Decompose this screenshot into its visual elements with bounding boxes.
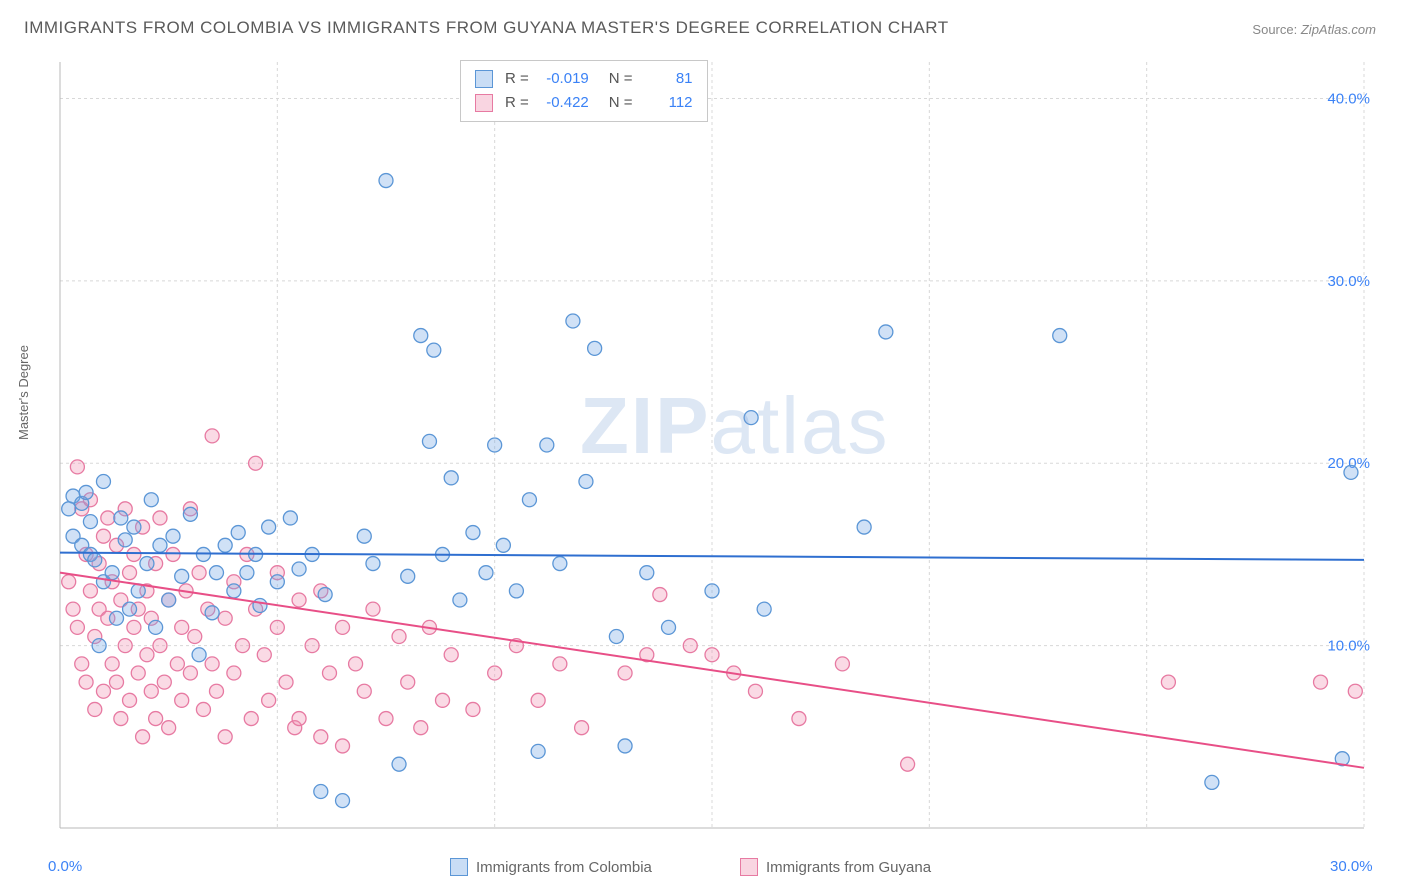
n-label: N = bbox=[609, 67, 633, 91]
r-label: R = bbox=[505, 91, 529, 115]
legend-guyana: Immigrants from Guyana bbox=[740, 858, 931, 876]
legend-swatch-colombia bbox=[450, 858, 468, 876]
stat-row-guyana: R = -0.422 N = 112 bbox=[475, 91, 693, 115]
y-axis-label: Master's Degree bbox=[16, 345, 31, 440]
legend-label-colombia: Immigrants from Colombia bbox=[476, 859, 652, 876]
chart-title: IMMIGRANTS FROM COLOMBIA VS IMMIGRANTS F… bbox=[24, 18, 949, 38]
r-value-guyana: -0.422 bbox=[537, 91, 589, 115]
n-value-guyana: 112 bbox=[641, 91, 693, 115]
stat-swatch-guyana bbox=[475, 94, 493, 112]
n-value-colombia: 81 bbox=[641, 67, 693, 91]
source-name: ZipAtlas.com bbox=[1301, 22, 1376, 37]
r-value-colombia: -0.019 bbox=[537, 67, 589, 91]
source-attribution: Source: ZipAtlas.com bbox=[1252, 22, 1376, 37]
x-tick-min: 0.0% bbox=[48, 858, 82, 875]
x-tick-max: 30.0% bbox=[1330, 858, 1373, 875]
legend-label-guyana: Immigrants from Guyana bbox=[766, 859, 931, 876]
legend-colombia: Immigrants from Colombia bbox=[450, 858, 652, 876]
n-label: N = bbox=[609, 91, 633, 115]
stat-swatch-colombia bbox=[475, 70, 493, 88]
source-label: Source: bbox=[1252, 22, 1297, 37]
chart-svg: 10.0%20.0%30.0%40.0% bbox=[54, 58, 1376, 832]
stat-row-colombia: R = -0.019 N = 81 bbox=[475, 67, 693, 91]
scatter-chart: 10.0%20.0%30.0%40.0% bbox=[54, 58, 1376, 832]
legend-swatch-guyana bbox=[740, 858, 758, 876]
r-label: R = bbox=[505, 67, 529, 91]
svg-text:30.0%: 30.0% bbox=[1327, 273, 1370, 290]
correlation-stats-box: R = -0.019 N = 81 R = -0.422 N = 112 bbox=[460, 60, 708, 122]
